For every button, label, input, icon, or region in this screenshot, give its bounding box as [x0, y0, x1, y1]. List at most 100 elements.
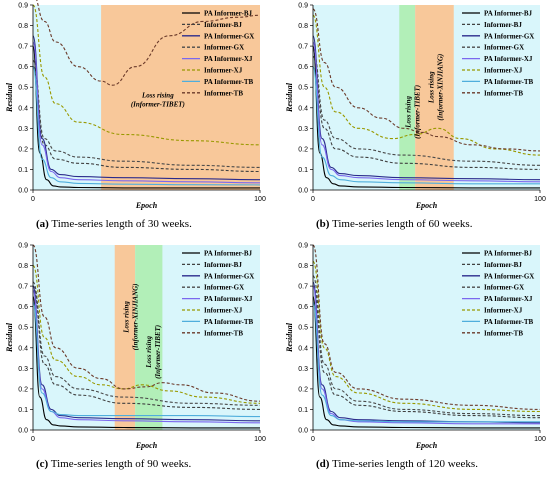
series-line [32, 66, 261, 186]
legend-entry: PA Informer-TB [204, 318, 254, 326]
y-tick-label: 0.1 [298, 167, 308, 174]
y-tick-label: 0.9 [298, 3, 308, 10]
highlight-band [415, 5, 454, 190]
legend: PA Informer-BJ Informer-BJ PA Informer-GX I… [462, 10, 534, 97]
series-line [32, 289, 261, 424]
annotation: Loss rising (Informer-XINJIANG) [427, 54, 444, 121]
legend-entry: Informer-BJ [204, 21, 242, 29]
annotation-title: Loss rising [145, 336, 153, 369]
y-tick-label: 0.7 [298, 44, 308, 51]
series-line [312, 66, 540, 185]
caption-text: Time-series length of 30 weeks. [51, 218, 192, 230]
annotation: Loss rising(Informer-TIBET) [131, 92, 185, 109]
y-tick-label: 0.6 [18, 304, 28, 311]
series-line [312, 285, 541, 419]
x-tick-label: 100 [534, 196, 546, 203]
caption-letter: (a) [36, 218, 49, 230]
caption-letter: (c) [36, 458, 49, 470]
x-tick-label: 100 [534, 436, 546, 443]
legend-entry: Informer-GX [204, 44, 244, 52]
y-tick-label: 0.5 [18, 85, 28, 92]
legend-entry: PA Informer-BJ [484, 10, 533, 18]
series-line [32, 35, 261, 181]
annotation-subtitle: (Informer-TIBET) [131, 101, 185, 109]
x-axis-label: Epoch [415, 441, 438, 450]
x-tick-label: 0 [311, 196, 315, 203]
legend-entry: PA Informer-GX [484, 272, 534, 280]
legend-entry: PA Informer-BJ [484, 250, 533, 258]
series-line [312, 295, 540, 429]
legend-entry: PA Informer-TB [204, 78, 254, 86]
legend: PA Informer-BJ Informer-BJ PA Informer-GX I… [462, 250, 534, 337]
y-tick-label: 0.8 [298, 23, 308, 30]
legend-entry: Informer-BJ [204, 261, 242, 269]
legend-entry: PA Informer-GX [204, 32, 254, 40]
caption-letter: (d) [316, 458, 330, 470]
series-line [32, 295, 260, 429]
y-tick-label: 0.9 [298, 243, 308, 250]
legend-entry: PA Informer-XJ [484, 55, 533, 63]
annotation-subtitle: (Informer-TIBET) [154, 325, 162, 379]
x-tick-label: 100 [254, 436, 266, 443]
y-tick-label: 0.1 [18, 167, 28, 174]
y-tick-label: 0.0 [18, 428, 28, 435]
y-tick-label: 0.8 [18, 23, 28, 30]
legend-entry: Informer-XJ [484, 67, 523, 75]
series-line [36, 0, 261, 86]
series-line [32, 281, 261, 406]
y-tick-label: 0.3 [18, 126, 28, 133]
highlight-band [399, 5, 416, 190]
series-line [32, 66, 261, 173]
series-line [312, 244, 541, 410]
y-tick-label: 0.1 [298, 407, 308, 414]
panel-caption: (a) Time-series length of 30 weeks. [36, 218, 192, 230]
series-line [312, 260, 541, 413]
chart-panel-c: 0.0 0.1 0.2 0.3 0.4 0.5 0.6 0.7 0.8 0.9 0 100 Epoch R… [5, 243, 266, 471]
y-tick-label: 0.9 [18, 3, 28, 10]
legend-entry: Informer-GX [204, 284, 244, 292]
annotation-title: Loss rising [427, 71, 435, 104]
y-tick-label: 0.2 [298, 386, 308, 393]
y-tick-label: 0.7 [18, 44, 28, 51]
caption-text: Time-series length of 60 weeks. [332, 218, 473, 230]
x-tick-label: 0 [31, 196, 35, 203]
y-tick-label: 0.6 [18, 64, 28, 71]
annotation-subtitle: (Informer-TIBET) [414, 85, 422, 139]
series-line [32, 59, 261, 168]
chart-panel-a: 0.0 0.1 0.2 0.3 0.4 0.5 0.6 0.7 0.8 0.9 0 100 Epoch R… [5, 0, 266, 230]
highlight-band [114, 245, 136, 430]
legend-entry: Informer-XJ [204, 67, 243, 75]
y-tick-label: 0.5 [298, 325, 308, 332]
y-tick-label: 0.8 [298, 263, 308, 270]
panel-caption: (b) Time-series length of 60 weeks. [316, 218, 473, 230]
caption-text: Time-series length of 120 weeks. [332, 458, 478, 470]
x-axis-label: Epoch [415, 201, 438, 210]
series-line [32, 285, 261, 422]
y-axis-label: Residual [5, 82, 14, 113]
y-tick-label: 0.4 [298, 105, 308, 112]
legend-entry: Informer-XJ [484, 307, 523, 315]
annotation: Loss rising (Informer-XINJIANG) [122, 283, 139, 350]
highlight-band [135, 245, 163, 430]
caption-letter: (b) [316, 218, 330, 230]
annotation-title: Loss rising [405, 96, 413, 129]
y-tick-label: 0.0 [298, 428, 308, 435]
series-line [32, 4, 261, 146]
legend-entry: PA Informer-TB [484, 78, 534, 86]
legend-entry: Informer-TB [484, 329, 523, 337]
y-tick-label: 0.8 [18, 263, 28, 270]
x-axis-label: Epoch [135, 441, 158, 450]
y-tick-label: 0.4 [18, 345, 28, 352]
annotation-title: Loss rising [141, 92, 174, 100]
annotation: Loss rising(Informer-TIBET) [405, 85, 422, 139]
y-tick-label: 0.4 [298, 345, 308, 352]
legend-entry: Informer-TB [484, 89, 523, 97]
legend-entry: PA Informer-XJ [484, 295, 533, 303]
legend-entry: Informer-TB [204, 329, 243, 337]
y-axis-label: Residual [285, 82, 294, 113]
y-tick-label: 0.7 [18, 284, 28, 291]
y-tick-label: 0.5 [18, 325, 28, 332]
y-tick-label: 0.4 [18, 105, 28, 112]
series-line [312, 41, 541, 183]
